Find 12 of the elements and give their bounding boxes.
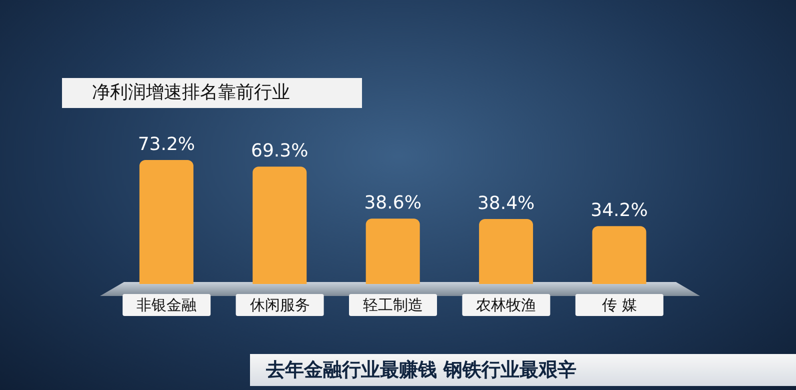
x-tick-label: 非银金融 — [136, 296, 197, 314]
data-label: 73.2% — [138, 134, 196, 155]
data-label: 69.3% — [251, 140, 308, 162]
data-label: 38.4% — [477, 192, 535, 214]
data-label: 38.6% — [364, 192, 422, 214]
data-label: 34.2% — [590, 200, 648, 222]
chart-title: 净利润增速排名靠前行业 — [62, 78, 362, 108]
x-tick-label: 农林牧渔 — [476, 296, 536, 314]
x-tick-label: 传 媒 — [602, 296, 637, 314]
x-tick-label: 休闲服务 — [250, 296, 310, 314]
x-tick-label: 轻工制造 — [363, 296, 423, 314]
text: 去年金融行业最赚钱 钢铁行业最艰辛 — [250, 354, 796, 386]
